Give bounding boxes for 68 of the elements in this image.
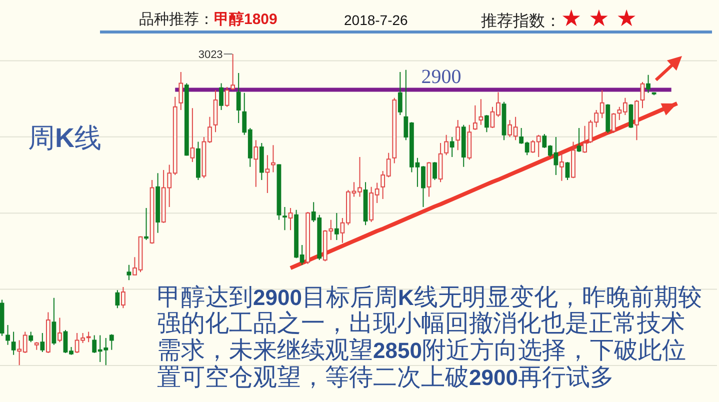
candlestick: [438, 142, 443, 183]
candlestick: [271, 144, 276, 173]
candlestick: [288, 207, 293, 231]
candlestick: [34, 342, 39, 350]
candlestick: [502, 101, 506, 141]
chart-subtitle: 2018-7-26: [344, 12, 408, 28]
candlestick: [484, 114, 489, 133]
candlestick: [150, 180, 154, 244]
candlestick: [120, 286, 126, 309]
candlestick: [398, 72, 402, 116]
candlestick: [392, 97, 397, 164]
candlestick: [640, 82, 645, 109]
candlestick: [115, 290, 120, 309]
candlestick: [444, 134, 449, 156]
candlestick: [652, 92, 656, 96]
candlestick: [46, 312, 50, 354]
candlestick: [478, 98, 484, 126]
candlestick: [560, 152, 564, 182]
candlestick: [190, 108, 195, 162]
candlestick: [109, 334, 114, 350]
candlestick: [334, 212, 339, 241]
candlestick: [276, 164, 282, 220]
candlestick: [126, 264, 132, 281]
candlestick: [456, 119, 460, 151]
candlestick: [628, 104, 634, 129]
candlestick: [611, 112, 616, 134]
chart-title: 品种推荐：甲醇1809: [139, 11, 278, 28]
text: 推荐指数：★★★: [481, 6, 644, 34]
candlestick: [363, 182, 368, 226]
candlestick: [450, 136, 454, 158]
candlestick: [576, 128, 582, 152]
candlestick: [230, 54, 236, 91]
candlestick: [432, 161, 437, 180]
candlestick: [582, 125, 587, 154]
candlestick: [282, 206, 287, 231]
candlestick: [213, 90, 218, 133]
candlestick: [196, 141, 200, 180]
candlestick: [259, 142, 264, 180]
candlestick: [306, 212, 310, 264]
candlestick: [184, 82, 189, 156]
candlestick: [565, 161, 570, 180]
candlestick: [58, 317, 62, 343]
candlestick: [571, 141, 576, 179]
candlestick: [144, 207, 148, 241]
candlestick: [219, 82, 224, 110]
candlestick: [0, 299, 4, 336]
candlestick: [11, 331, 16, 356]
candlestick: [426, 161, 432, 198]
candlestick: [472, 104, 478, 130]
candlestick: [224, 86, 230, 108]
candlestick: [254, 140, 258, 188]
candlestick: [156, 172, 160, 234]
annotation: 3023: [198, 49, 223, 61]
candlestick: [461, 124, 466, 168]
candlestick: [178, 72, 184, 110]
candlestick: [6, 324, 10, 346]
annotation: 2900: [421, 66, 462, 88]
candlestick: [606, 104, 610, 134]
candlestick: [236, 72, 241, 124]
candlestick: [28, 331, 34, 343]
annotation: 周K线: [28, 123, 102, 153]
candlestick: [646, 74, 650, 94]
candlestick: [40, 332, 45, 353]
candlestick: [52, 297, 56, 346]
candlestick: [265, 154, 270, 194]
candlestick: [634, 100, 639, 141]
candlestick: [467, 124, 472, 160]
text: 甲醇达到2900目标后周K线无明显变化，昨晚前期较强的化工品之一，出现小幅回撤消化也是正常技术需求，未来继续观望2850附近方向选择，下破此位置可空仓观望，等待二次上破2900再行试多: [157, 284, 702, 391]
